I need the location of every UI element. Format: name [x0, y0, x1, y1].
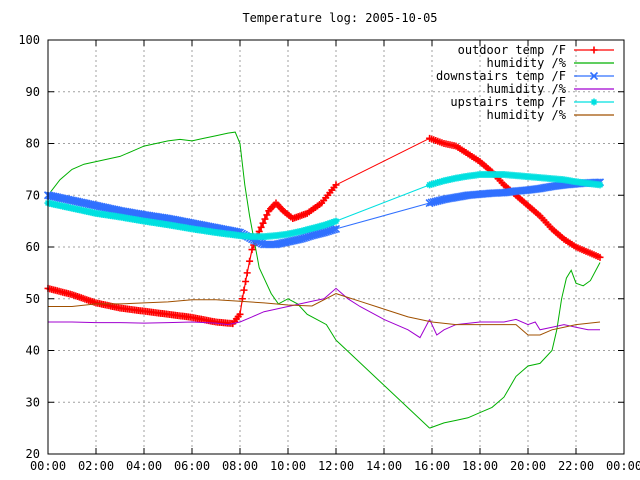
star-marker: [590, 98, 598, 106]
x-tick-label: 16:00: [414, 459, 450, 473]
y-tick-label: 60: [26, 240, 40, 254]
x-tick-label: 18:00: [462, 459, 498, 473]
legend-label: downstairs temp /F: [436, 69, 566, 83]
series-connector: [335, 184, 430, 222]
series-2: [47, 131, 601, 429]
plus-marker: [236, 310, 244, 318]
legend-label: humidity /%: [487, 82, 567, 96]
series-1: [44, 134, 604, 328]
x-tick-label: 10:00: [270, 459, 306, 473]
series-connector: [335, 202, 430, 230]
y-tick-label: 30: [26, 395, 40, 409]
x-tick-label: 00:00: [30, 459, 66, 473]
series-line: [429, 318, 600, 336]
series-line: [47, 131, 337, 341]
y-tick-label: 100: [18, 33, 40, 47]
series-3: [43, 178, 605, 249]
plus-marker: [257, 223, 265, 231]
legend-label: humidity /%: [487, 56, 567, 70]
x-tick-label: 08:00: [222, 459, 258, 473]
plus-marker: [243, 269, 251, 277]
plus-marker: [259, 219, 267, 227]
plus-marker: [263, 211, 271, 219]
axes: 00:00 02:00 04:00 06:00 08:00 10:00 12:00 14:00…: [18, 33, 640, 473]
y-tick-label: 90: [26, 85, 40, 99]
x-marker: [329, 225, 339, 234]
series-6: [48, 293, 601, 336]
y-tick-label: 80: [26, 137, 40, 151]
y-tick-label: 70: [26, 188, 40, 202]
x-tick-label: 20:00: [510, 459, 546, 473]
x-tick-label: 04:00: [126, 459, 162, 473]
plot-frame: [47, 39, 625, 455]
legend-label: upstairs temp /F: [450, 95, 566, 109]
plus-marker: [242, 278, 250, 285]
x-tick-label: 14:00: [366, 459, 402, 473]
x-tick-label: 22:00: [558, 459, 594, 473]
plus-marker: [246, 257, 254, 265]
legend-label: outdoor temp /F: [458, 43, 566, 57]
x-tick-label: 02:00: [78, 459, 114, 473]
star-marker: [596, 181, 604, 189]
plus-marker: [240, 286, 248, 294]
series-5: [44, 171, 604, 241]
chart-title: Temperature log: 2005-10-05: [242, 11, 437, 25]
plot-area: [43, 131, 605, 429]
x-marker: [589, 71, 599, 81]
x-tick-label: 06:00: [174, 459, 210, 473]
series-line: [429, 262, 601, 429]
x-tick-label: 12:00: [318, 459, 354, 473]
y-tick-label: 50: [26, 292, 40, 306]
series-connector: [335, 137, 430, 186]
series-line: [48, 287, 431, 339]
series-4: [48, 287, 600, 339]
series-line: [48, 293, 601, 336]
legend-label: humidity /%: [487, 108, 567, 122]
plus-marker: [590, 46, 598, 54]
plus-marker: [261, 215, 269, 223]
plus-marker: [596, 253, 604, 261]
plus-marker: [248, 246, 256, 254]
x-tick-label: 00:00: [606, 459, 640, 473]
y-tick-label: 40: [26, 344, 40, 358]
y-tick-label: 20: [26, 447, 40, 461]
series-connector: [335, 339, 430, 429]
